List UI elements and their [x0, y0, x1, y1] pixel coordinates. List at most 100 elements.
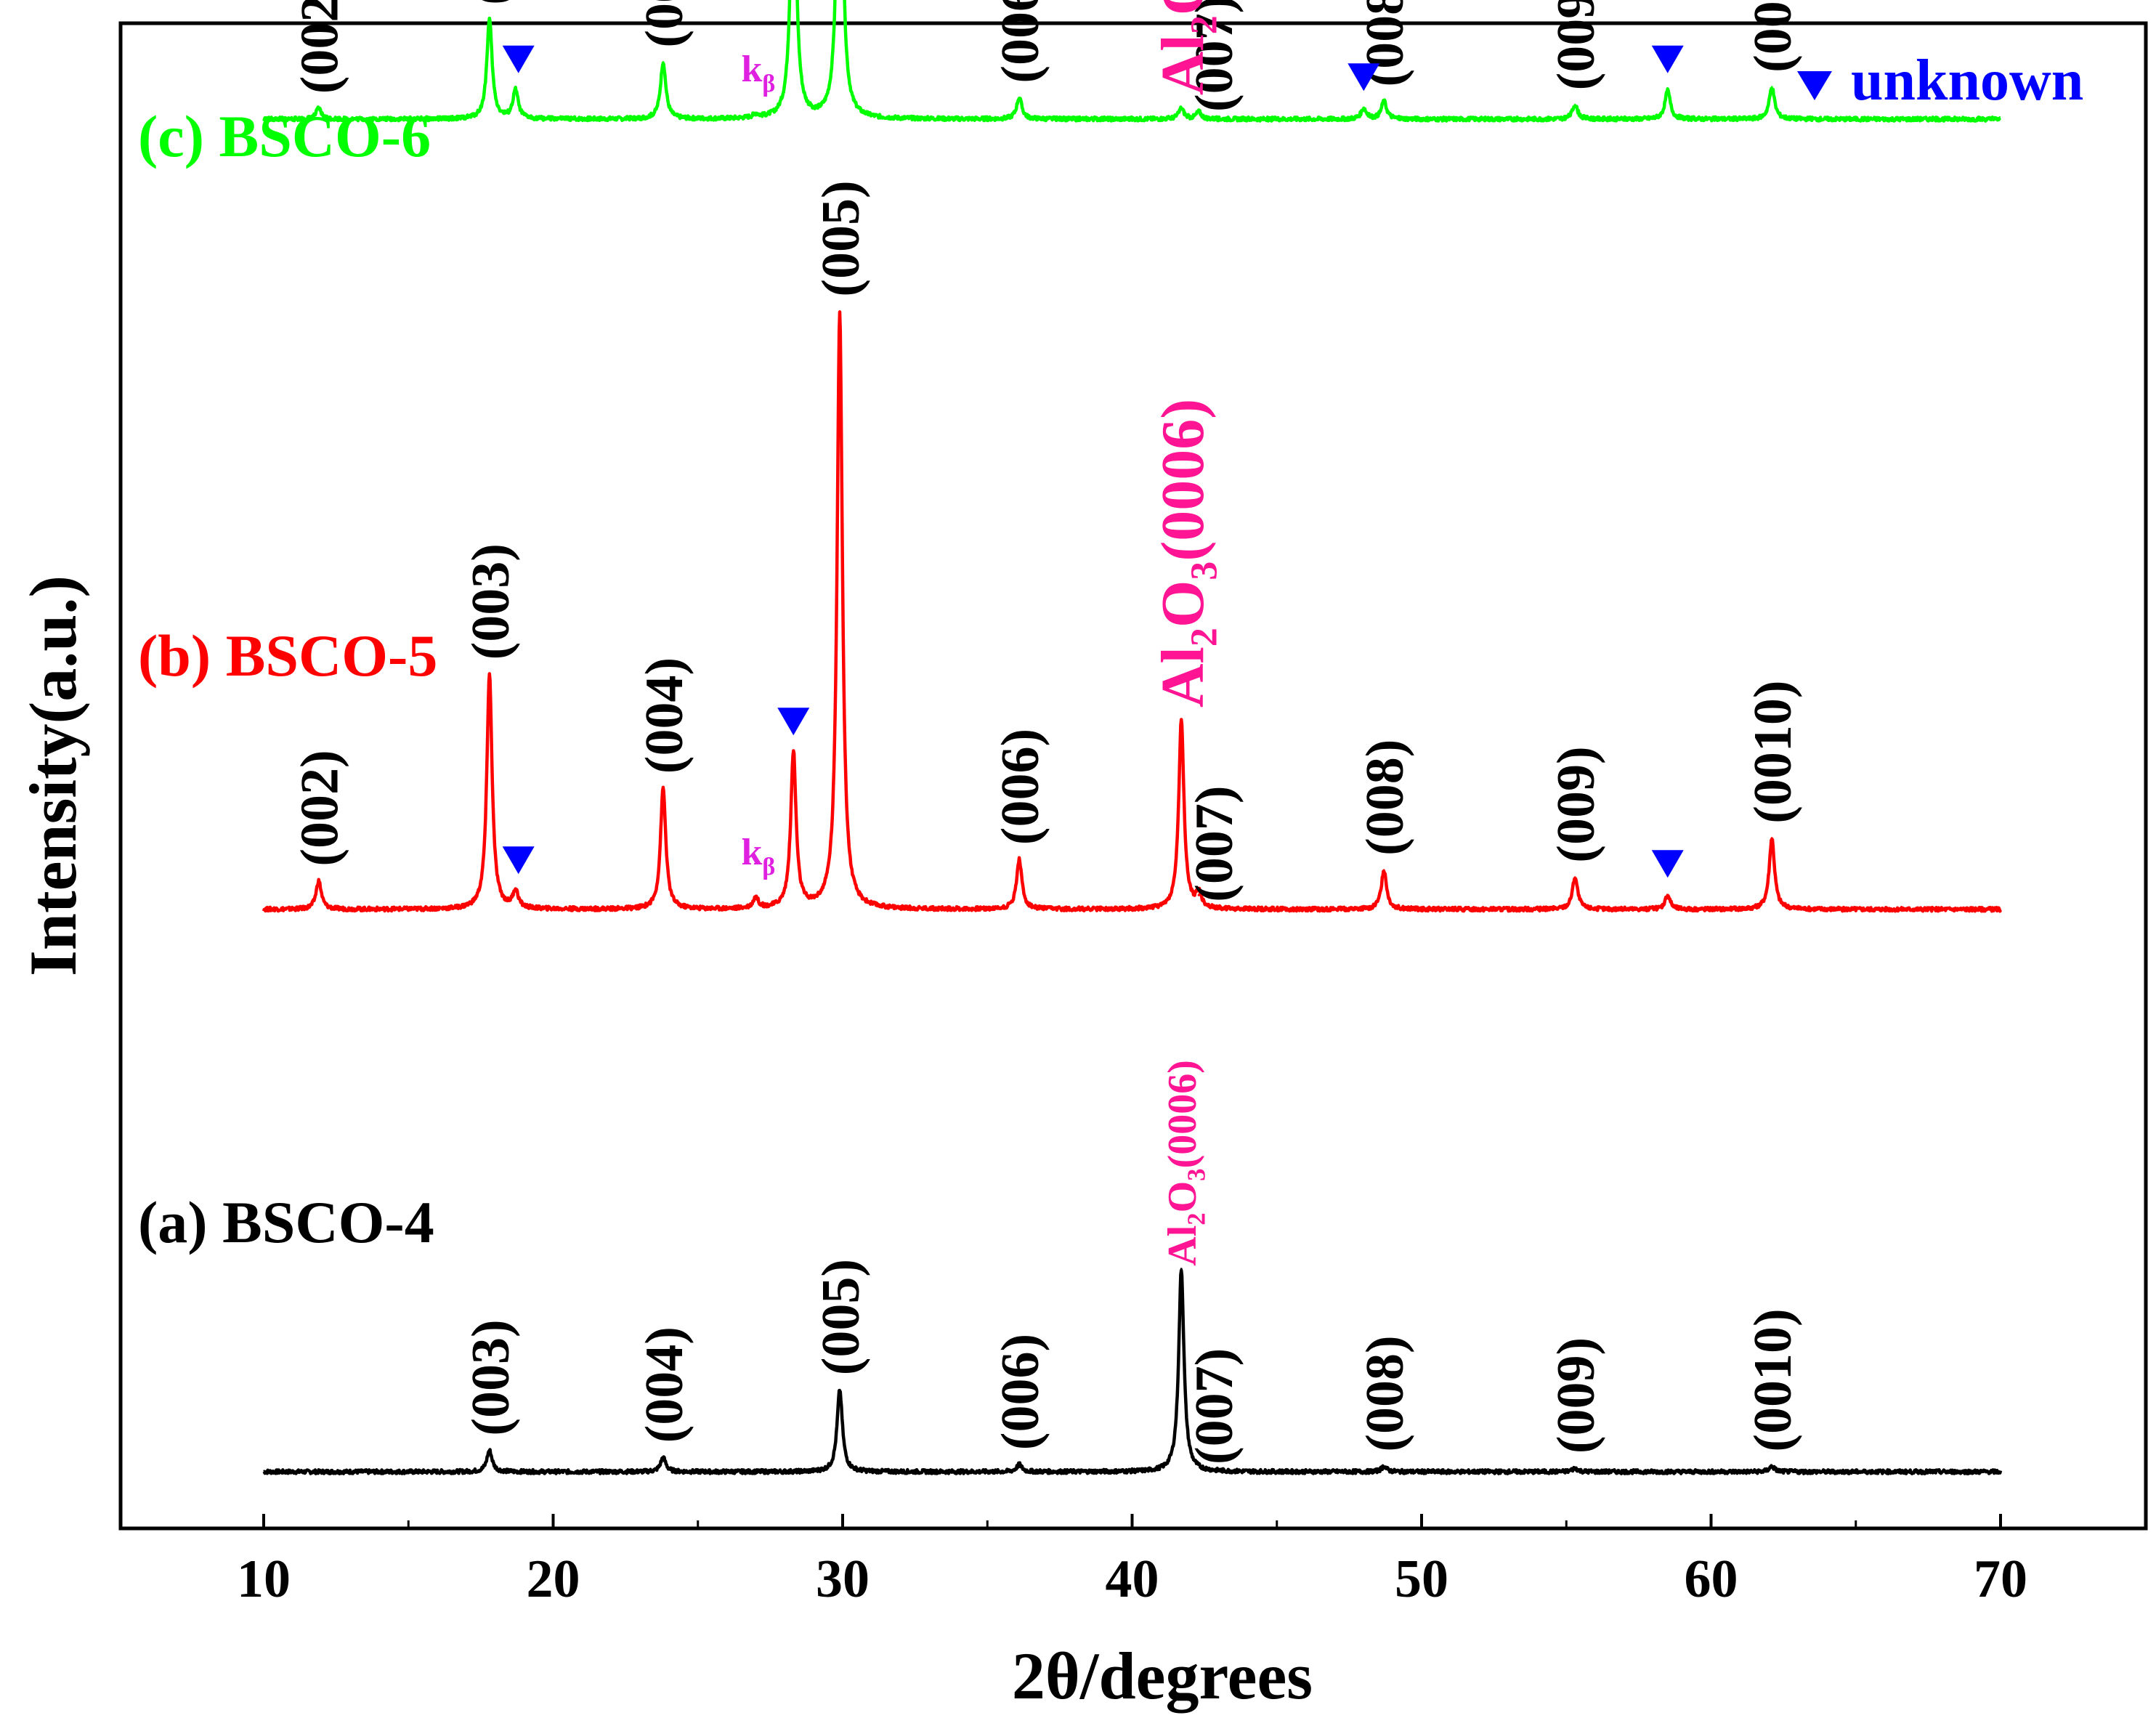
series-traces: (a) BSCO-4 (b) BSCO-5 (c) BSCO-6 — [138, 0, 2003, 1475]
hkl-label: (008) — [1355, 740, 1415, 856]
peak-mark — [488, 673, 491, 676]
al2o3-text: Al — [1160, 1225, 1205, 1266]
peak-mark — [662, 61, 665, 64]
legend-label: unknown — [1851, 49, 2083, 113]
hkl-label: (009) — [1547, 0, 1606, 90]
peak-mark — [1666, 89, 1669, 92]
peak-mark — [514, 89, 517, 92]
hkl-label: (008) — [1355, 1335, 1415, 1451]
peak-mark — [838, 1388, 841, 1391]
peak-mark — [1018, 97, 1021, 100]
kbeta-label: kβ — [741, 49, 775, 97]
hkl-label: (004) — [635, 657, 694, 774]
kbeta-text: k — [741, 832, 762, 873]
hkl-label: (0010) — [1743, 1308, 1803, 1451]
al2o3-text: (0006) — [1160, 1060, 1205, 1168]
trace-line — [262, 0, 2002, 123]
al2o3-subscript: 3 — [1183, 1168, 1211, 1180]
series-name: (b) BSCO-5 — [138, 623, 437, 689]
peak-mark — [792, 751, 795, 754]
hkl-label: (009) — [1547, 1337, 1606, 1454]
series-name: (c) BSCO-6 — [138, 103, 431, 169]
hkl-label: (007) — [1185, 0, 1244, 112]
hkl-label: (007) — [1185, 1348, 1244, 1464]
series--b-bsco-5: (b) BSCO-5 — [138, 310, 2003, 913]
al2o3-subscript: 3 — [1184, 562, 1225, 580]
kbeta-label: kβ — [741, 832, 775, 880]
x-axis-ticks: 10 20 30 40 50 60 70 — [237, 1514, 2027, 1609]
peak-mark — [838, 310, 841, 313]
peak-annotations: (003) (004) (005) (006) (007) (008) (009) (0010… — [291, 0, 1803, 1464]
plot-frame — [118, 21, 2148, 1531]
hkl-label: (007) — [1185, 786, 1244, 902]
peak-mark — [317, 880, 320, 883]
al2o3-subscript: 2 — [1184, 15, 1225, 34]
hkl-label: (006) — [991, 0, 1050, 84]
al2o3-text: Al — [1149, 34, 1217, 95]
hkl-label: (0010) — [1743, 681, 1803, 824]
al2o3-label: Al2O3(0006) — [1160, 1060, 1210, 1266]
peak-mark — [662, 1456, 665, 1459]
trace-line — [262, 310, 2003, 913]
al2o3-subscript: 2 — [1184, 628, 1225, 647]
unknown-marker-icon — [502, 45, 535, 73]
peak-mark — [1180, 719, 1183, 722]
hkl-label: (003) — [461, 543, 521, 660]
kbeta-subscript: β — [762, 854, 775, 880]
peak-mark — [754, 897, 757, 900]
x-tick-label: 10 — [237, 1549, 291, 1609]
unknown-marker-icon — [1348, 63, 1380, 92]
al2o3-label: Al2O3(0006) — [1149, 399, 1225, 708]
peak-mark — [1770, 1465, 1773, 1468]
hkl-label: (006) — [991, 1334, 1050, 1450]
peak-mark — [1573, 103, 1576, 106]
unknown-marker-icon — [1651, 850, 1684, 878]
peak-mark — [754, 114, 757, 117]
peak-mark — [1573, 1467, 1576, 1470]
al2o3-label: Al2O3(0006) — [1149, 0, 1225, 95]
peak-mark — [1197, 894, 1200, 896]
series-name: (a) BSCO-4 — [138, 1189, 434, 1255]
x-axis-label: 2θ/degrees — [1012, 1639, 1313, 1713]
hkl-label: (009) — [1547, 746, 1606, 862]
al2o3-subscript: 2 — [1183, 1212, 1211, 1225]
peak-mark — [1573, 876, 1576, 879]
x-tick-label: 40 — [1106, 1549, 1159, 1609]
peak-mark — [662, 787, 665, 790]
peak-mark — [514, 890, 517, 893]
hkl-label: (005) — [811, 180, 871, 296]
x-tick-label: 50 — [1395, 1549, 1448, 1609]
x-tick-label: 70 — [1974, 1549, 2027, 1609]
peak-mark — [1180, 107, 1183, 110]
y-axis-label: Intensity(a.u.) — [16, 575, 90, 976]
peak-mark — [488, 18, 491, 21]
x-tick-label: 60 — [1685, 1549, 1738, 1609]
peak-mark — [1018, 1463, 1021, 1466]
peak-mark — [1770, 86, 1773, 89]
peak-mark — [1197, 110, 1200, 113]
unknown-marker-icon — [1797, 71, 1832, 100]
peak-mark — [317, 107, 320, 110]
peak-mark — [488, 1449, 491, 1452]
hkl-label: (005) — [811, 1259, 871, 1375]
hkl-label: (006) — [991, 729, 1050, 845]
legend: unknown — [1797, 49, 2083, 113]
peak-mark — [1382, 869, 1385, 872]
unknown-marker-icon — [777, 708, 810, 736]
x-tick-label: 20 — [527, 1549, 580, 1609]
unknown-marker-icon — [1651, 45, 1684, 73]
x-tick-label: 30 — [816, 1549, 870, 1609]
peak-mark — [1770, 837, 1773, 840]
al2o3-text: O — [1149, 580, 1217, 628]
peak-mark — [1382, 1465, 1385, 1468]
hkl-label: (004) — [635, 1326, 694, 1443]
peak-mark — [1018, 858, 1021, 861]
kbeta-subscript: β — [762, 70, 775, 97]
al2o3-text: (0006) — [1149, 399, 1217, 562]
series--a-bsco-4: (a) BSCO-4 — [138, 1189, 2003, 1475]
hkl-label: (003) — [461, 0, 521, 5]
series--c-bsco-6: (c) BSCO-6 — [138, 0, 2002, 169]
peak-mark — [1666, 894, 1669, 896]
al2o3-text: Al — [1149, 647, 1217, 708]
